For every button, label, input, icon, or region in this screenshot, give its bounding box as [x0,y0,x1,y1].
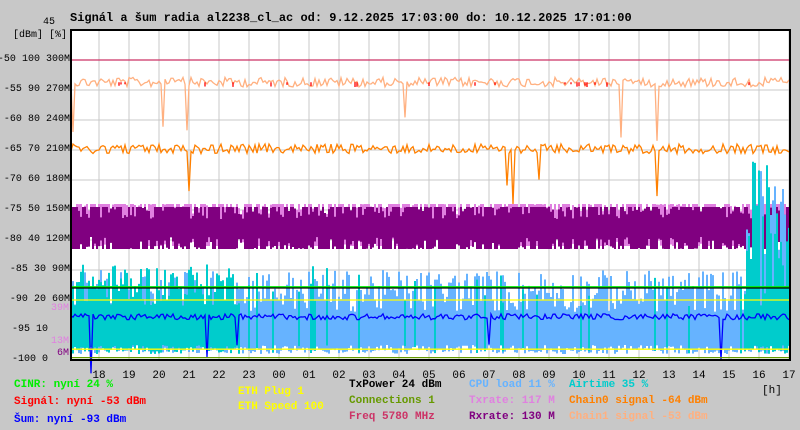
y-label-rate: 150M [45,204,70,215]
x-label-hour: 22 [212,370,226,382]
y-label-row: -60 80 240M [4,114,70,125]
y-label-row: -90 20 60M [10,294,70,305]
y-label-row: -55 90 270M [4,84,70,95]
legend-item: Freq 5780 MHz [349,411,435,423]
y-label-rate: 240M [45,114,70,125]
x-label-hour: 03 [362,370,376,382]
x-label-hour: 16 [752,370,766,382]
x-label-hour: 23 [242,370,256,382]
x-label-hour: 06 [452,370,466,382]
y-label-dbm: -70 [3,174,22,185]
x-label-hour: 19 [122,370,136,382]
x-label-hour: 11 [602,370,616,382]
x-label-hour: 13 [662,370,676,382]
y-label-row: -95 10 [12,324,48,335]
y-label-dbm: -90 [9,294,28,305]
x-axis-unit: [h] [762,385,782,397]
x-label-hour: 18 [92,370,106,382]
x-label-hour: 12 [632,370,646,382]
x-label-hour: 04 [392,370,406,382]
series--um [70,311,790,374]
legend-item: TxPower 24 dBm [349,379,442,391]
y-label-pct: 0 [41,354,48,365]
x-label-hour: 00 [272,370,286,382]
y-label-rate: 180M [45,174,70,185]
legend-item: Rxrate: 130 M [469,411,555,423]
y-label-dbm: -65 [3,144,22,155]
legend-item: CINR: nyní 24 % [14,379,114,391]
x-label-hour: 08 [512,370,526,382]
legend-item: ETH Speed 100 [238,401,324,413]
legend-item: ETH Plug 1 [238,386,305,398]
y-label-rate-extra: 13M [50,336,69,347]
y-label-pct: 50 [27,204,40,215]
y-label-dbm: -60 [3,114,22,125]
x-label-hour: 21 [182,370,196,382]
y-label-row: -85 30 90M [10,264,70,275]
series-sign-l [118,82,750,88]
y-label-pct: 100 [21,54,40,65]
x-label-hour: 15 [722,370,736,382]
legend-item: Txrate: 117 M [469,395,555,407]
y-axis-units: [dBm] [%] [12,30,67,41]
y-label-rate: 60M [51,294,70,305]
x-label-hour: 02 [332,370,346,382]
y-axis-top-value: 45 [42,17,55,28]
x-label-hour: 17 [782,370,796,382]
y-label-pct: 40 [27,234,40,245]
y-label-rate-extra: 39M [50,303,69,314]
y-label-rate-extra: 6M [56,348,69,359]
legend-item: Šum: nyní -93 dBm [14,414,127,426]
y-label-rate: 90M [51,264,70,275]
y-label-pct: 20 [33,294,46,305]
x-label-hour: 10 [572,370,586,382]
y-label-pct: 70 [27,144,40,155]
x-label-hour: 01 [302,370,316,382]
y-label-pct: 90 [27,84,40,95]
legend-item: Connections 1 [349,395,435,407]
y-label-dbm: -100 [11,354,36,365]
y-label-rate: 210M [45,144,70,155]
x-label-hour: 05 [422,370,436,382]
y-label-row: -50 100 300M [0,54,70,65]
y-label-rate: 120M [45,234,70,245]
y-label-dbm: -50 [0,54,16,65]
legend-item: Airtime 35 % [569,379,649,391]
y-label-dbm: -75 [3,204,22,215]
legend-item: Signál: nyní -53 dBm [14,396,147,408]
y-label-row: -75 50 150M [4,204,70,215]
y-label-pct: 80 [27,114,40,125]
series-rxrate [70,207,790,249]
x-label-hour: 20 [152,370,166,382]
y-label-row: -70 60 180M [4,174,70,185]
legend-item: CPU load 11 % [469,379,555,391]
y-label-dbm: -80 [3,234,22,245]
plot-border [70,29,791,361]
y-label-pct: 10 [35,324,48,335]
y-label-rate: 270M [45,84,70,95]
y-label-dbm: -95 [11,324,30,335]
chart-title: Signál a šum radia al2238_cl_ac od: 9.12… [70,11,632,25]
y-label-row: -65 70 210M [4,144,70,155]
legend-item: Chain0 signal -64 dBm [569,395,708,407]
y-label-pct: 60 [27,174,40,185]
x-label-hour: 07 [482,370,496,382]
y-label-dbm: -85 [9,264,28,275]
y-label-dbm: -55 [3,84,22,95]
y-label-row: -80 40 120M [4,234,70,245]
x-label-hour: 14 [692,370,706,382]
x-label-hour: 09 [542,370,556,382]
series-chain0-signal [70,141,790,205]
y-label-row: -100 0 [12,354,48,365]
legend-item: Chain1 signal -53 dBm [569,411,708,423]
y-label-pct: 30 [33,264,46,275]
y-label-rate: 300M [45,54,70,65]
